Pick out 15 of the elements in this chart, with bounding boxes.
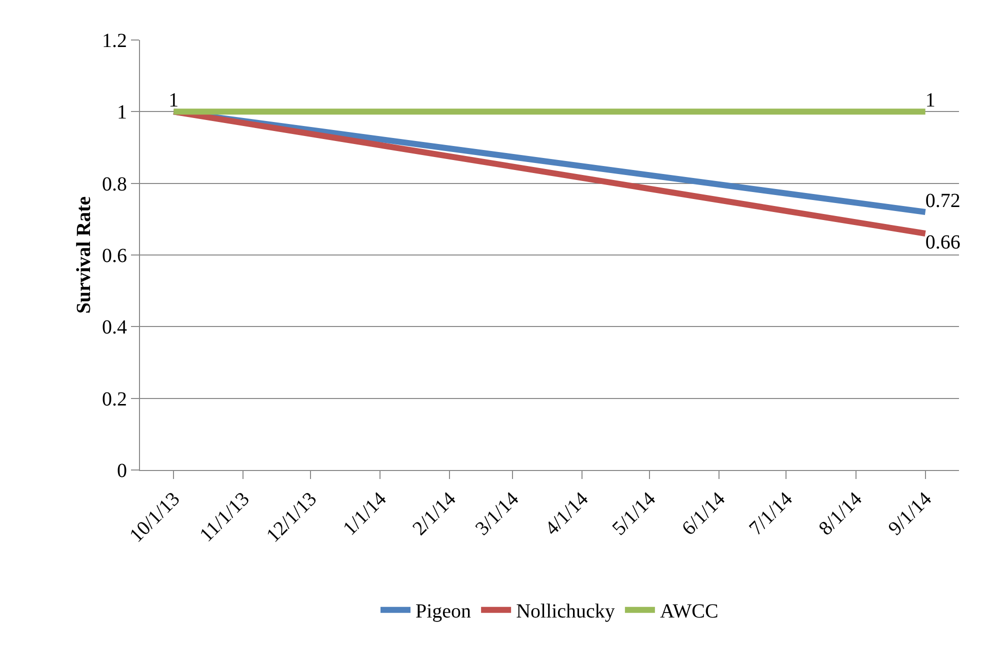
y-tick-label: 0.8 — [102, 173, 127, 196]
legend-label: Nollichucky — [516, 600, 615, 623]
data-label: 0.66 — [925, 232, 960, 254]
y-tick-label: 0.4 — [102, 316, 127, 339]
y-tick-label: 1.2 — [102, 30, 127, 52]
legend-label: Pigeon — [416, 600, 472, 623]
data-label: 1 — [925, 90, 936, 112]
y-tick-label: 0.2 — [102, 388, 127, 410]
data-label: 0.72 — [925, 190, 960, 212]
data-label: 1 — [168, 90, 179, 112]
y-tick-label: 0.6 — [102, 245, 127, 267]
y-axis-title: Survival Rate — [73, 196, 95, 314]
y-tick-label: 1 — [117, 102, 127, 124]
y-tick-label: 0 — [117, 460, 127, 482]
legend-label: AWCC — [660, 600, 718, 623]
